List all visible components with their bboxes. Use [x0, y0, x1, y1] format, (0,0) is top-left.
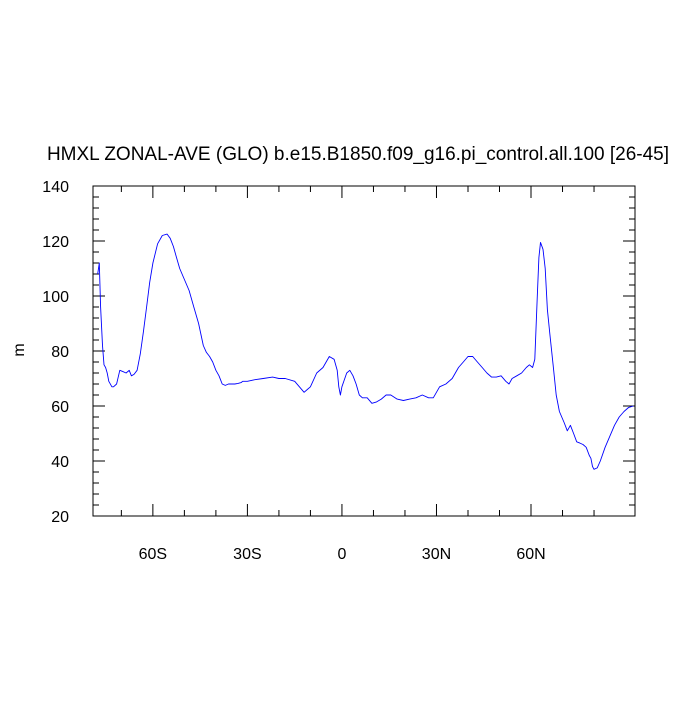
x-tick-label: 30S [233, 546, 261, 563]
chart-title: HMXL ZONAL-AVE (GLO) b.e15.B1850.f09_g16… [47, 144, 669, 165]
tick-labels: 60S 30S 0 30N 60N 20 40 60 80 100 120 140 [42, 179, 545, 563]
x-tick-label: 0 [337, 546, 346, 563]
x-tick-label: 30N [422, 546, 451, 563]
y-tick-label: 100 [42, 289, 69, 306]
y-tick-label: 120 [42, 234, 69, 251]
y-axis-label: m [11, 343, 28, 356]
y-tick-label: 140 [42, 179, 69, 196]
series-line [97, 233, 634, 470]
x-tick-label: 60N [516, 546, 545, 563]
plot-frame [92, 185, 636, 517]
y-tick-label: 60 [51, 399, 69, 416]
y-tick-label: 40 [51, 454, 69, 471]
x-tick-label: 60S [139, 546, 167, 563]
y-tick-label: 20 [51, 509, 69, 526]
y-tick-label: 80 [51, 344, 69, 361]
